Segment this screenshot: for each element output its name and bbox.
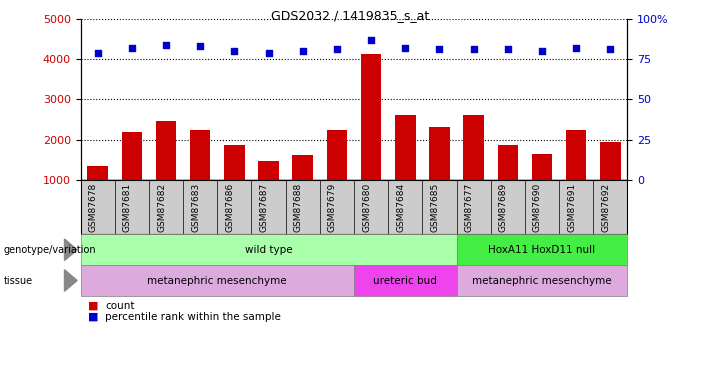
- Point: [92, 50, 103, 55]
- Point: [434, 46, 445, 53]
- Bar: [429, 127, 450, 180]
- Point: [161, 42, 172, 48]
- Text: GSM87681: GSM87681: [123, 183, 132, 232]
- Text: tissue: tissue: [4, 276, 33, 285]
- Text: percentile rank within the sample: percentile rank within the sample: [105, 312, 281, 321]
- Text: GSM87678: GSM87678: [89, 183, 97, 232]
- Text: GSM87679: GSM87679: [328, 183, 337, 232]
- Point: [536, 48, 547, 54]
- Bar: [88, 166, 108, 180]
- Point: [502, 46, 513, 53]
- Text: GSM87687: GSM87687: [259, 183, 268, 232]
- Point: [263, 50, 274, 55]
- Point: [605, 46, 616, 53]
- Point: [468, 46, 479, 53]
- Text: GSM87685: GSM87685: [430, 183, 440, 232]
- Point: [229, 48, 240, 54]
- Bar: [498, 145, 518, 180]
- Bar: [327, 130, 347, 180]
- Bar: [292, 155, 313, 180]
- Bar: [258, 160, 279, 180]
- Text: GSM87691: GSM87691: [567, 183, 576, 232]
- Text: metanephric mesenchyme: metanephric mesenchyme: [472, 276, 612, 285]
- Text: GSM87684: GSM87684: [396, 183, 405, 232]
- Text: GSM87689: GSM87689: [499, 183, 508, 232]
- Text: ureteric bud: ureteric bud: [374, 276, 437, 285]
- Point: [126, 45, 137, 51]
- Bar: [156, 121, 176, 180]
- Bar: [361, 54, 381, 180]
- Text: wild type: wild type: [245, 245, 292, 255]
- Text: metanephric mesenchyme: metanephric mesenchyme: [147, 276, 287, 285]
- Bar: [122, 132, 142, 180]
- Point: [365, 37, 376, 43]
- Text: GSM87680: GSM87680: [362, 183, 371, 232]
- Text: GSM87683: GSM87683: [191, 183, 200, 232]
- Text: GDS2032 / 1419835_s_at: GDS2032 / 1419835_s_at: [271, 9, 430, 22]
- Bar: [566, 130, 586, 180]
- Text: GSM87692: GSM87692: [601, 183, 611, 232]
- Bar: [395, 115, 416, 180]
- Text: genotype/variation: genotype/variation: [4, 245, 96, 255]
- Point: [571, 45, 582, 51]
- Text: GSM87677: GSM87677: [465, 183, 474, 232]
- Point: [297, 48, 308, 54]
- Text: GSM87686: GSM87686: [226, 183, 234, 232]
- Text: GSM87688: GSM87688: [294, 183, 303, 232]
- Text: GSM87682: GSM87682: [157, 183, 166, 232]
- Point: [332, 46, 343, 53]
- Text: ■: ■: [88, 312, 98, 321]
- Text: HoxA11 HoxD11 null: HoxA11 HoxD11 null: [489, 245, 596, 255]
- Text: ■: ■: [88, 301, 98, 311]
- Text: GSM87690: GSM87690: [533, 183, 542, 232]
- Bar: [531, 154, 552, 180]
- Text: count: count: [105, 301, 135, 311]
- Point: [400, 45, 411, 51]
- Point: [195, 43, 206, 49]
- Bar: [190, 130, 210, 180]
- Bar: [600, 142, 620, 180]
- Bar: [463, 115, 484, 180]
- Bar: [224, 145, 245, 180]
